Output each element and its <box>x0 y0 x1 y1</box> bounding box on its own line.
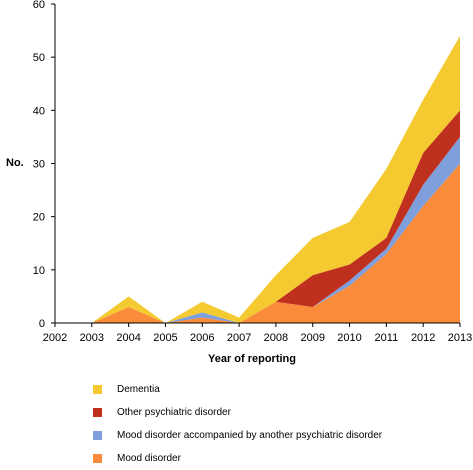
legend-item: Mood disorder <box>93 447 382 470</box>
legend-swatch <box>93 408 102 417</box>
x-tick-label: 2012 <box>411 332 435 344</box>
area-series-0 <box>55 163 460 323</box>
legend-item: Other psychiatric disorder <box>93 401 382 424</box>
x-tick-label: 2004 <box>116 332 140 344</box>
y-tick-label: 40 <box>33 105 45 117</box>
legend-label: Dementia <box>117 384 160 395</box>
x-tick-label: 2003 <box>80 332 104 344</box>
x-tick-label: 2006 <box>190 332 214 344</box>
axes <box>51 3 461 327</box>
y-axis-label: No. <box>6 157 24 169</box>
x-tick-label: 2002 <box>43 332 67 344</box>
area-series-3 <box>55 35 460 324</box>
y-tick-label: 10 <box>33 265 45 277</box>
legend-swatch <box>93 385 102 394</box>
y-tick-label: 60 <box>33 0 45 11</box>
x-tick-label: 2011 <box>375 332 399 344</box>
area-layers <box>55 35 460 324</box>
area-series-2 <box>55 110 460 323</box>
x-tick-label: 2009 <box>300 332 324 344</box>
y-tick-label: 0 <box>39 318 45 330</box>
y-tick-label: 50 <box>33 52 45 64</box>
legend-label: Other psychiatric disorder <box>117 407 231 418</box>
legend-item: Mood disorder accompanied by another psy… <box>93 424 382 447</box>
area-series-1 <box>55 136 460 323</box>
legend-label: Mood disorder accompanied by another psy… <box>117 430 383 441</box>
x-tick-label: 2007 <box>227 332 251 344</box>
legend-swatch <box>93 431 102 440</box>
x-tick-labels: 2002 2003 2004 2005 2006 2007 2008 2009 2010 2011… <box>43 332 472 344</box>
y-tick-labels: 0 10 20 30 40 50 60 <box>33 0 45 330</box>
legend-item: Dementia <box>93 378 382 401</box>
x-tick-label: 2010 <box>337 332 361 344</box>
x-tick-label: 2013 <box>448 332 472 344</box>
legend: Dementia Other psychiatric disorder Mood d… <box>93 378 382 470</box>
x-tick-label: 2008 <box>264 332 288 344</box>
legend-label: Mood disorder <box>117 453 181 464</box>
x-tick-label: 2005 <box>153 332 177 344</box>
x-axis-label: Year of reporting <box>208 353 296 365</box>
legend-swatch <box>93 454 102 463</box>
y-tick-label: 30 <box>33 159 45 171</box>
y-tick-label: 20 <box>33 212 45 224</box>
